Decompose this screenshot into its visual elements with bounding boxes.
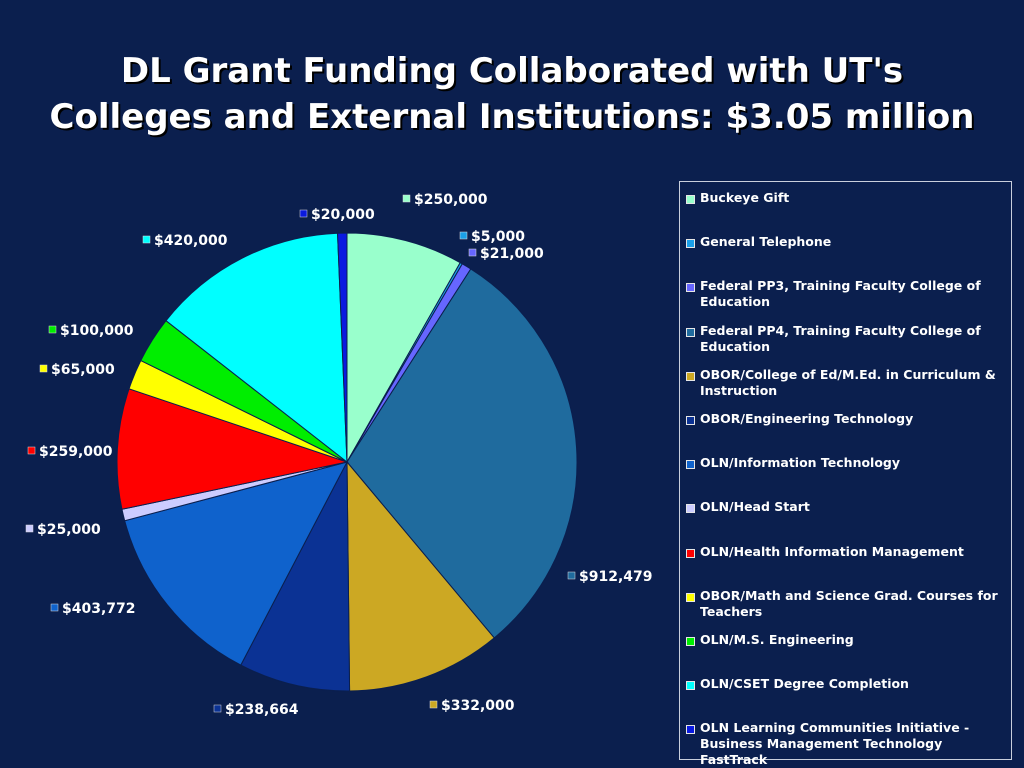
data-label-marker xyxy=(25,524,34,533)
legend-item: Buckeye Gift xyxy=(686,190,1007,234)
legend-item: OLN/CSET Degree Completion xyxy=(686,676,1007,720)
legend-item: OBOR/College of Ed/M.Ed. in Curriculum &… xyxy=(686,367,1007,411)
data-label: $5,000 xyxy=(471,229,525,245)
legend-label: OLN Learning Communities Initiative - Bu… xyxy=(700,720,970,768)
pie-slice xyxy=(337,232,348,463)
legend-label: Buckeye Gift xyxy=(700,190,790,205)
legend-swatch xyxy=(686,504,695,514)
data-label-marker xyxy=(429,700,438,709)
data-label: $100,000 xyxy=(60,323,134,339)
data-label: $259,000 xyxy=(39,444,113,460)
legend-item: OLN/Head Start xyxy=(686,499,1007,543)
legend-label: OLN/M.S. Engineering xyxy=(700,631,854,647)
data-label-marker xyxy=(48,325,57,334)
legend-swatch xyxy=(686,195,695,204)
legend-label: OBOR/College of Ed/M.Ed. in Curriculum &… xyxy=(700,366,996,398)
legend-item: OLN/Information Technology xyxy=(686,455,1007,499)
data-label: $25,000 xyxy=(37,522,101,538)
legend-label: OLN/Head Start xyxy=(700,499,810,515)
data-label: $403,772 xyxy=(62,601,136,617)
data-label-marker xyxy=(402,194,411,203)
legend-swatch xyxy=(686,415,695,425)
legend-swatch xyxy=(686,592,695,602)
legend-label: OBOR/Engineering Technology xyxy=(700,410,914,426)
legend-item: General Telephone xyxy=(686,234,1007,278)
legend-swatch xyxy=(686,460,695,470)
legend-item: Federal PP4, Training Faculty College of… xyxy=(686,323,1007,367)
legend-swatch xyxy=(686,725,695,735)
data-label: $21,000 xyxy=(480,246,544,262)
legend-item: Federal PP3, Training Faculty College of… xyxy=(686,278,1007,322)
legend-label: Federal PP4, Training Faculty College of… xyxy=(700,322,981,354)
pie-slice xyxy=(346,232,461,464)
data-label: $250,000 xyxy=(414,192,488,208)
legend-label: Federal PP3, Training Faculty College of… xyxy=(700,278,981,310)
legend-swatch xyxy=(686,681,695,691)
pie-slice xyxy=(346,460,495,692)
legend-swatch xyxy=(686,327,695,337)
legend-swatch xyxy=(686,636,695,646)
data-label-marker xyxy=(27,446,36,455)
pie-slice xyxy=(165,232,348,464)
legend-label: OBOR/Math and Science Grad. Courses for … xyxy=(700,587,998,619)
legend-label: OLN/CSET Degree Completion xyxy=(700,676,909,692)
legend-item: OBOR/Engineering Technology xyxy=(686,411,1007,455)
legend-swatch xyxy=(686,548,695,558)
legend-label: OLN/Health Information Management xyxy=(700,543,964,559)
legend-item: OLN/M.S. Engineering xyxy=(686,632,1007,676)
data-label-marker xyxy=(468,248,477,257)
data-label-marker xyxy=(299,209,308,218)
pie-slice xyxy=(116,388,349,510)
legend-swatch xyxy=(686,371,695,381)
legend-item: OLN Learning Communities Initiative - Bu… xyxy=(686,720,1007,767)
pie-slice xyxy=(346,268,578,639)
data-label: $912,479 xyxy=(579,569,653,585)
data-label-marker xyxy=(567,571,576,580)
page-title: DL Grant Funding Collaborated with UT's … xyxy=(0,48,1024,140)
legend-label: OLN/Information Technology xyxy=(700,455,901,471)
data-label: $65,000 xyxy=(51,362,115,378)
pie-slice xyxy=(240,461,351,692)
data-label: $20,000 xyxy=(311,207,375,223)
pie-slice xyxy=(124,461,348,666)
data-label-marker xyxy=(142,235,151,244)
data-label: $238,664 xyxy=(225,702,299,718)
data-label: $420,000 xyxy=(154,233,228,249)
title-line-2: Colleges and External Institutions: $3.0… xyxy=(49,97,975,137)
data-label-marker xyxy=(213,704,222,713)
data-label: $332,000 xyxy=(441,698,515,714)
chart-legend: Buckeye Gift General Telephone Federal PP3… xyxy=(679,181,1012,767)
data-label-marker xyxy=(39,364,48,373)
title-line-1: DL Grant Funding Collaborated with UT's xyxy=(120,51,904,91)
legend-swatch xyxy=(686,239,695,249)
legend-label: General Telephone xyxy=(700,234,832,250)
legend-item: OBOR/Math and Science Grad. Courses for … xyxy=(686,588,1007,632)
legend-swatch xyxy=(686,283,695,293)
data-label-marker xyxy=(50,603,59,612)
data-label-marker xyxy=(459,231,468,240)
legend-item: OLN/Health Information Management xyxy=(686,544,1007,588)
